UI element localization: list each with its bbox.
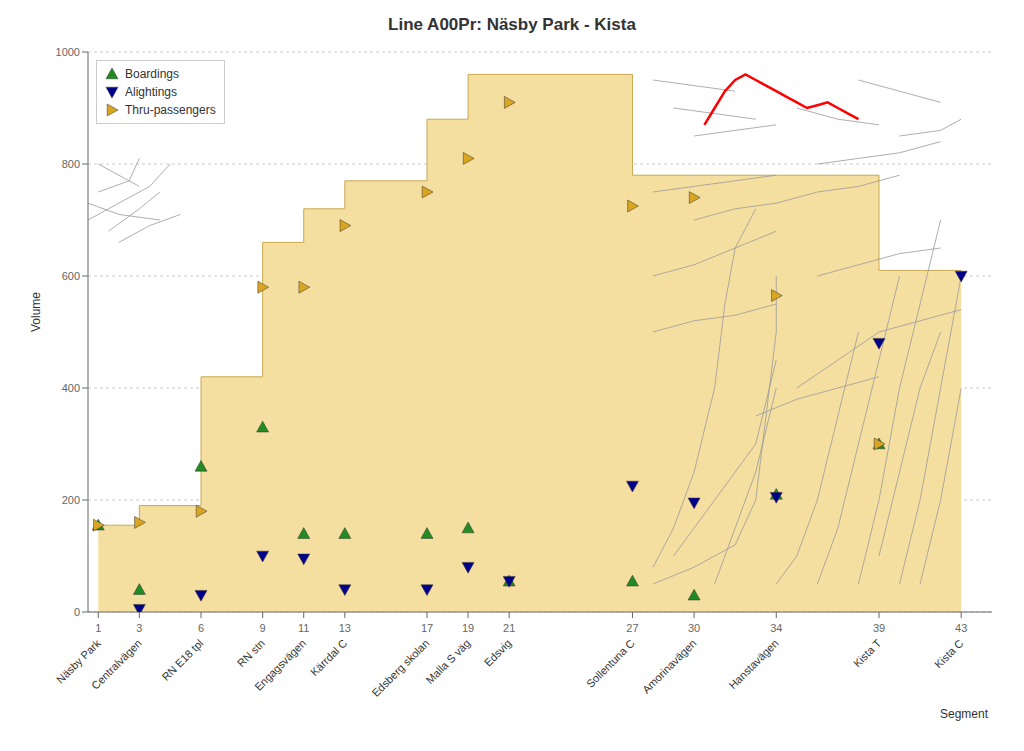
svg-text:Segment: Segment bbox=[940, 707, 989, 721]
svg-text:Sollentuna C: Sollentuna C bbox=[584, 637, 637, 690]
svg-text:Centralvägen: Centralvägen bbox=[89, 637, 144, 692]
svg-text:30: 30 bbox=[688, 622, 700, 634]
svg-text:34: 34 bbox=[770, 622, 782, 634]
svg-text:43: 43 bbox=[955, 622, 967, 634]
svg-text:Engagsvägen: Engagsvägen bbox=[252, 637, 308, 693]
html-text:Alightings: Alightings bbox=[125, 85, 177, 99]
svg-text:39: 39 bbox=[873, 622, 885, 634]
svg-text:Edsvig: Edsvig bbox=[482, 637, 514, 669]
svg-text:600: 600 bbox=[62, 270, 80, 282]
svg-text:Kärrdal C: Kärrdal C bbox=[308, 637, 349, 678]
svg-text:13: 13 bbox=[339, 622, 351, 634]
svg-text:Näsby Park: Näsby Park bbox=[54, 636, 103, 686]
svg-text:1000: 1000 bbox=[56, 46, 80, 58]
html-text:Boardings: Boardings bbox=[125, 67, 179, 81]
html-text:Line A00Pr: Näsby Park - Kista: Line A00Pr: Näsby Park - Kista bbox=[388, 15, 636, 34]
svg-text:6: 6 bbox=[198, 622, 204, 634]
svg-text:Hanstavägen: Hanstavägen bbox=[726, 637, 780, 691]
svg-text:17: 17 bbox=[421, 622, 433, 634]
svg-text:RN stn: RN stn bbox=[235, 637, 267, 669]
svg-text:Kista C: Kista C bbox=[932, 637, 966, 671]
svg-text:1: 1 bbox=[95, 622, 101, 634]
svg-text:RN E18 tpl: RN E18 tpl bbox=[159, 637, 205, 683]
svg-text:0: 0 bbox=[74, 606, 80, 618]
svg-text:200: 200 bbox=[62, 494, 80, 506]
svg-text:3: 3 bbox=[136, 622, 142, 634]
svg-text:9: 9 bbox=[260, 622, 266, 634]
svg-text:21: 21 bbox=[503, 622, 515, 634]
svg-text:400: 400 bbox=[62, 382, 80, 394]
svg-text:800: 800 bbox=[62, 158, 80, 170]
html-text:Thru-passengers: Thru-passengers bbox=[125, 103, 216, 117]
svg-text:Amorinavägen: Amorinavägen bbox=[640, 637, 699, 696]
svg-text:Edsberg skolan: Edsberg skolan bbox=[369, 637, 431, 699]
svg-text:Kista T: Kista T bbox=[851, 637, 884, 670]
svg-text:27: 27 bbox=[626, 622, 638, 634]
svg-text:Volume: Volume bbox=[29, 292, 43, 332]
svg-text:Malla S väg: Malla S väg bbox=[423, 637, 472, 686]
svg-text:11: 11 bbox=[298, 622, 309, 634]
svg-text:19: 19 bbox=[462, 622, 474, 634]
